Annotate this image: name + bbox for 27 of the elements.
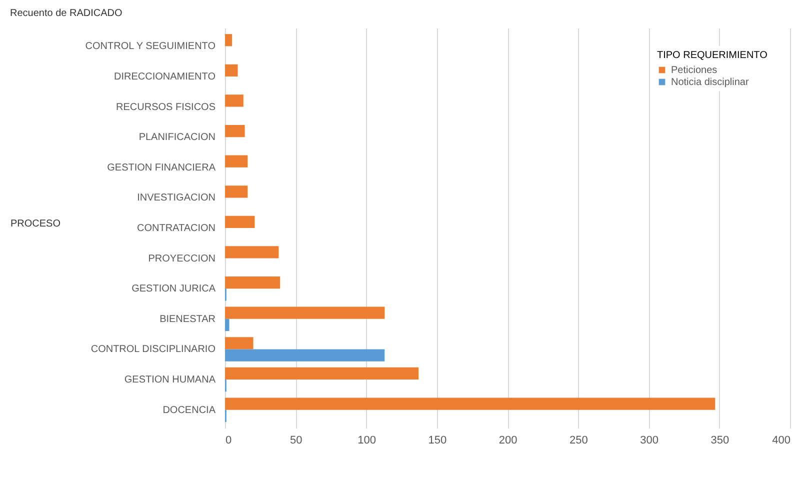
x-tick-label: 150 [428,434,447,446]
text: Recuento de RADICADO [10,8,122,19]
y-tick-label: GESTION FINANCIERA [107,162,216,174]
y-tick-label: CONTROL DISCIPLINARIO [90,344,216,356]
y-tick-label: GESTION HUMANA [124,374,216,386]
x-tick-label: 100 [358,434,376,446]
y-tick-label: BIENESTAR [160,314,216,325]
x-tick-label: 250 [569,434,588,446]
legend-label: Noticia disciplinar [671,77,750,88]
y-tick-label: PROYECCION [148,253,216,264]
legend-title: TIPO REQUERIMIENTO [657,50,768,61]
x-tick-label: 50 [290,434,302,446]
y-tick-label: DOCENCIA [162,404,216,416]
y-tick-label: PLANIFICACION [138,132,216,144]
x-tick-label: 400 [772,434,790,446]
y-tick-label: CONTRATACION [136,223,216,234]
y-tick-label: GESTION JURICA [132,284,216,295]
y-tick-label: DIRECCIONAMIENTO [114,71,216,82]
x-tick-label: 200 [498,434,518,446]
x-tick-label: 350 [710,434,730,446]
y-axis-title: PROCESO [10,218,61,230]
y-tick-label: RECURSOS FISICOS [116,102,216,113]
x-tick-label: 0 [226,434,232,446]
y-tick-label: INVESTIGACION [137,192,216,204]
y-tick-label: CONTROL Y SEGUIMIENTO [85,41,216,52]
legend-label: Peticiones [671,65,718,76]
x-tick-label: 300 [640,434,658,446]
